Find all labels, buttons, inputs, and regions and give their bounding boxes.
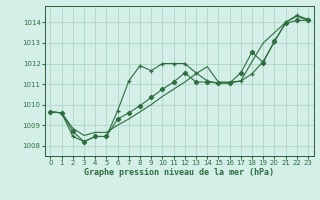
X-axis label: Graphe pression niveau de la mer (hPa): Graphe pression niveau de la mer (hPa) [84,168,274,177]
